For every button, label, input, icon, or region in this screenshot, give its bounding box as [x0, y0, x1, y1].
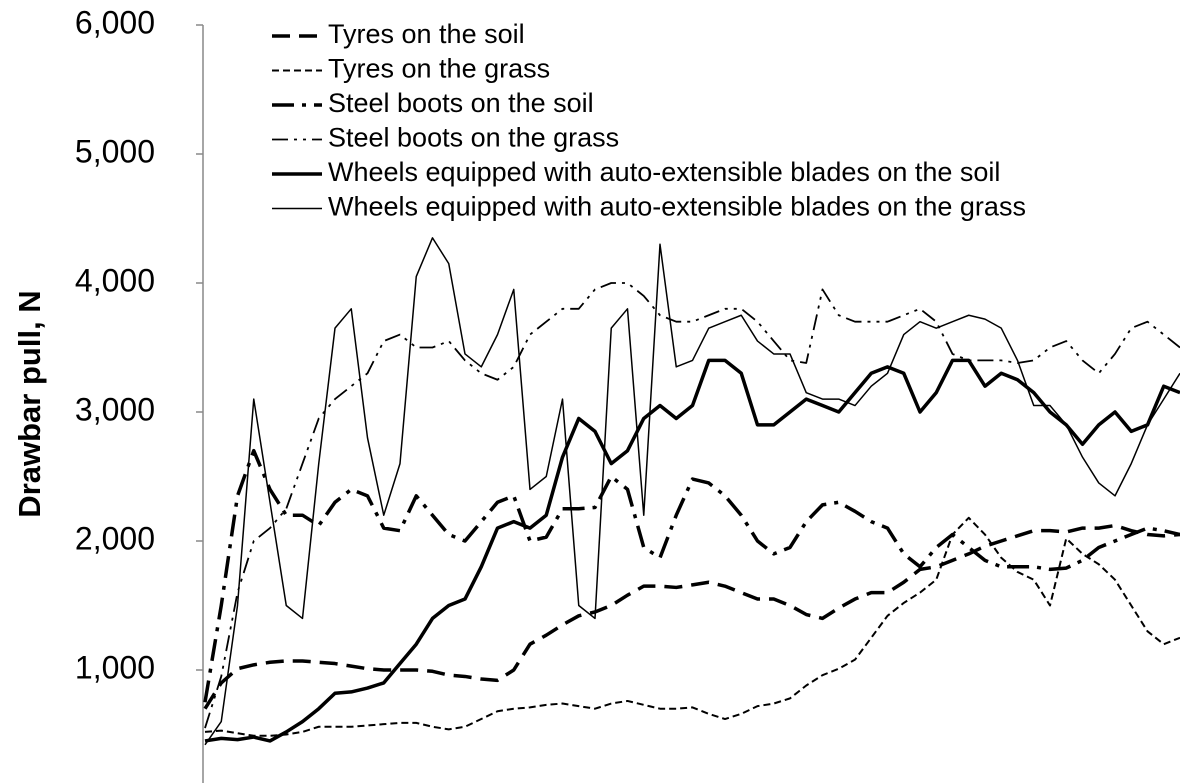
legend-label: Wheels equipped with auto-extensible bla… [328, 192, 1026, 222]
y-axis-label: Drawbar pull, N [12, 290, 47, 517]
legend-label: Wheels equipped with auto-extensible bla… [328, 157, 1000, 187]
legend-label: Steel boots on the soil [328, 88, 594, 118]
series-line [204, 516, 1180, 737]
series-line [204, 282, 1180, 729]
y-tick-label: 1,000 [75, 649, 155, 685]
y-tick-label: 5,000 [75, 133, 155, 169]
legend-label: Steel boots on the grass [328, 123, 619, 153]
y-tick-label: 3,000 [75, 391, 155, 427]
y-tick-label: 2,000 [75, 520, 155, 556]
legend-label: Tyres on the soil [328, 19, 525, 49]
y-tick-label: 4,000 [75, 262, 155, 298]
series-line [203, 448, 1180, 703]
y-tick-label: 6,000 [75, 4, 155, 40]
legend-label: Tyres on the grass [328, 54, 550, 84]
series-line [204, 358, 1180, 743]
series-line [203, 523, 1180, 710]
series-line [204, 237, 1180, 746]
